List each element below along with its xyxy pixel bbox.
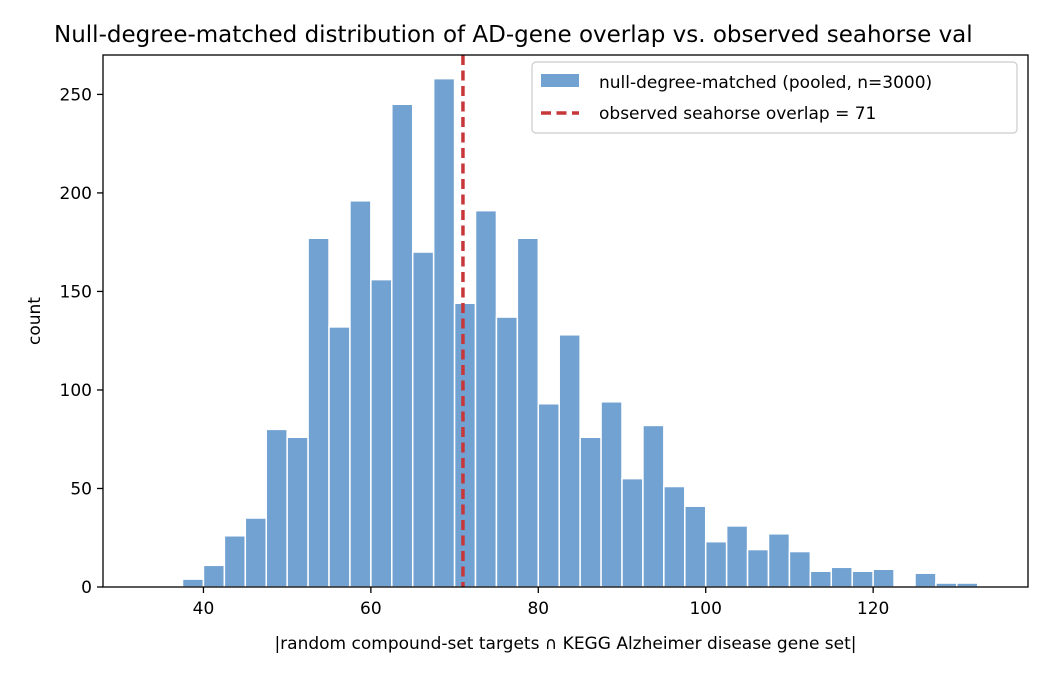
y-tick-label: 50 [70, 479, 92, 499]
histogram-bar [391, 103, 414, 588]
histogram-bar [474, 209, 498, 588]
histogram-bar [788, 550, 812, 588]
histogram-bar [767, 533, 791, 588]
histogram-bar [307, 237, 330, 588]
histogram-bar [286, 436, 309, 588]
x-axis-ticks: 40 60 80 100 120 [193, 587, 889, 619]
legend-histogram-swatch [541, 74, 579, 87]
histogram-bar [725, 525, 749, 588]
x-tick-label: 100 [689, 599, 721, 619]
histogram-bar [223, 535, 247, 588]
x-tick-label: 60 [360, 599, 382, 619]
y-tick-label: 0 [81, 578, 92, 598]
histogram-bar [830, 566, 853, 588]
histogram-bar [663, 485, 686, 588]
histogram-bar [370, 278, 393, 588]
histogram-bar [349, 200, 372, 588]
legend-box [531, 61, 1018, 134]
x-tick-label: 40 [193, 599, 215, 619]
legend: null-degree-matched (pooled, n=3000) obs… [531, 61, 1018, 134]
y-axis-label: count [25, 297, 45, 345]
histogram-bar [914, 572, 937, 588]
y-tick-label: 100 [60, 381, 92, 401]
chart-title: Null-degree-matched distribution of AD-g… [54, 22, 973, 48]
histogram-bar [558, 334, 581, 588]
histogram-bar [872, 568, 895, 588]
histogram-bar [328, 326, 351, 588]
histogram-bar [516, 237, 540, 588]
y-tick-label: 200 [60, 184, 92, 204]
histogram-bar [704, 540, 728, 588]
x-tick-label: 120 [857, 599, 889, 619]
histogram-bar [809, 570, 833, 588]
histogram-bar [453, 302, 477, 588]
x-axis-label: |random compound-set targets ∩ KEGG Alzh… [274, 634, 856, 654]
histogram-bar [495, 316, 519, 588]
histogram-bar [851, 570, 874, 588]
histogram-bar [621, 477, 644, 588]
histogram-bar [411, 251, 435, 588]
histogram-bar [579, 436, 602, 588]
histogram-bar [265, 428, 288, 588]
x-tick-label: 80 [527, 599, 549, 619]
histogram-bar [202, 564, 226, 588]
histogram-bar [684, 505, 707, 588]
histogram-bar [537, 403, 560, 588]
histogram-bar [432, 77, 456, 588]
legend-histogram-label: null-degree-matched (pooled, n=3000) [599, 73, 932, 93]
histogram-bar [746, 548, 770, 588]
histogram-bar [600, 401, 623, 588]
y-tick-label: 150 [60, 282, 92, 302]
y-axis-ticks: 0 50 100 150 200 250 [60, 85, 103, 598]
histogram-bar [244, 517, 267, 588]
legend-observed-label: observed seahorse overlap = 71 [599, 104, 876, 124]
histogram-bar [642, 424, 665, 588]
histogram-bar [181, 578, 205, 588]
histogram-bars [181, 77, 979, 588]
plot-frame [102, 54, 1029, 588]
y-tick-label: 250 [60, 85, 92, 105]
